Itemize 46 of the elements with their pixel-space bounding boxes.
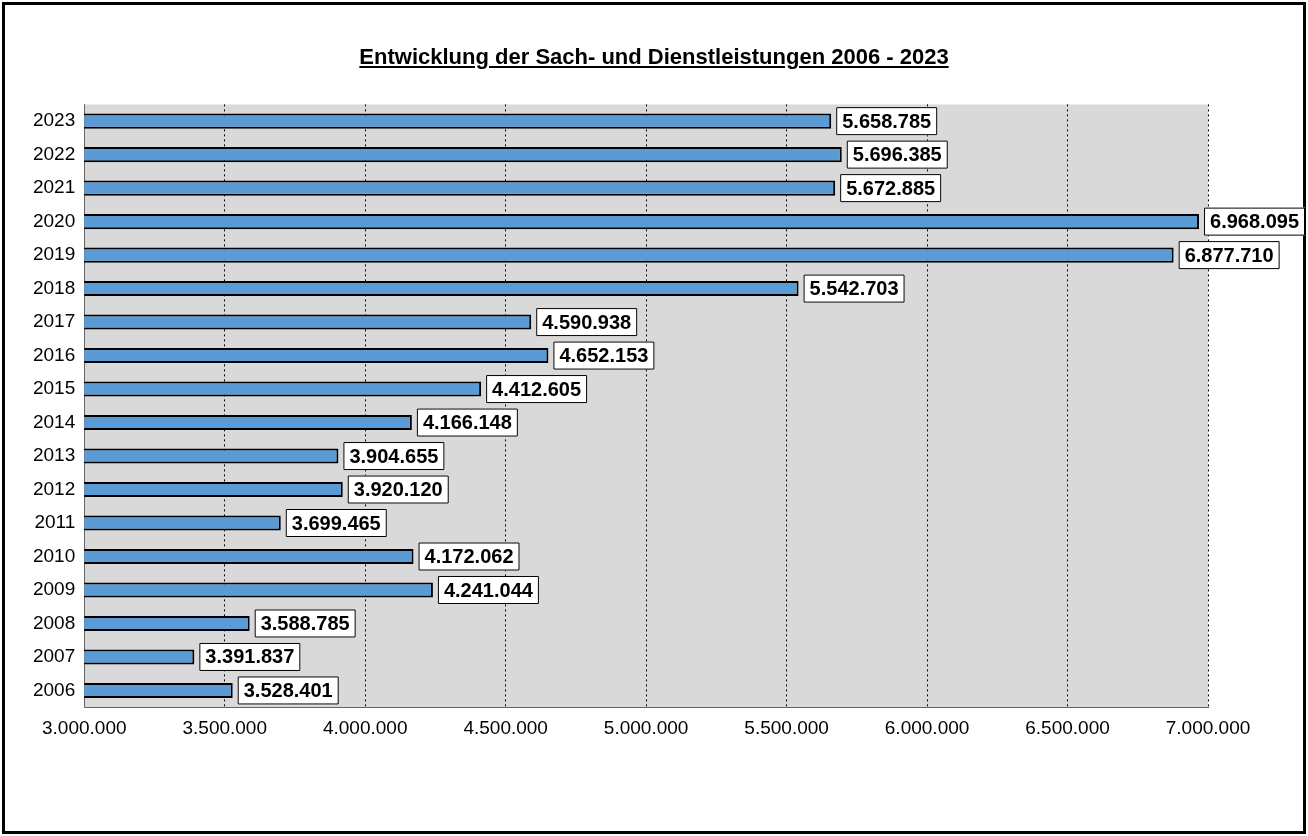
x-tick-label: 3.500.000 <box>182 716 267 738</box>
x-tick-label: 4.000.000 <box>322 716 408 738</box>
x-tick-label: 5.000.000 <box>603 716 689 738</box>
x-tick-label: 7.000.000 <box>1165 716 1251 738</box>
data-label: 3.920.120 <box>353 478 443 501</box>
data-label: 5.542.703 <box>809 277 899 300</box>
data-label: 3.904.655 <box>349 444 439 467</box>
data-label: 4.241.044 <box>443 578 534 601</box>
data-label: 5.696.385 <box>852 143 942 166</box>
y-tick-label: 2020 <box>32 209 76 231</box>
x-tick-label: 6.500.000 <box>1025 716 1110 738</box>
data-label: 6.877.710 <box>1184 243 1274 266</box>
y-tick-label: 2011 <box>34 511 76 533</box>
y-tick-label: 2014 <box>32 410 76 432</box>
y-tick-label: 2021 <box>32 176 76 198</box>
y-tick-label: 2008 <box>32 611 76 633</box>
data-label: 4.590.938 <box>542 310 632 333</box>
y-tick-label: 2022 <box>32 142 76 164</box>
y-tick-label: 2015 <box>32 377 76 399</box>
data-label: 4.652.153 <box>559 344 649 367</box>
y-tick-label: 2018 <box>32 276 76 298</box>
data-label: 6.968.095 <box>1210 210 1300 233</box>
chart-title: Entwicklung der Sach- und Dienstleistungen 2006 - 2023 <box>358 44 950 70</box>
x-tick-label: 4.500.000 <box>463 716 548 738</box>
data-label: 3.391.837 <box>205 645 295 668</box>
data-label: 3.588.785 <box>260 611 350 634</box>
y-tick-label: 2010 <box>32 544 76 566</box>
data-label: 5.672.885 <box>846 176 936 199</box>
data-label: 3.528.401 <box>243 678 333 701</box>
y-tick-label: 2017 <box>32 310 76 332</box>
y-tick-label: 2023 <box>32 109 76 131</box>
y-tick-label: 2012 <box>32 477 76 499</box>
data-label: 4.166.148 <box>422 411 512 434</box>
data-label: 3.699.465 <box>291 511 381 534</box>
y-tick-label: 2016 <box>32 343 76 365</box>
data-label: 4.172.062 <box>424 545 514 568</box>
data-label: 4.412.605 <box>492 377 582 400</box>
x-tick-label: 6.000.000 <box>884 716 970 738</box>
y-tick-label: 2009 <box>32 578 76 600</box>
x-tick-label: 5.500.000 <box>744 716 829 738</box>
x-tick-label: 3.000.000 <box>42 716 127 738</box>
data-label: 5.658.785 <box>842 109 932 132</box>
y-tick-label: 2013 <box>32 444 76 466</box>
y-tick-label: 2006 <box>32 678 76 700</box>
y-tick-label: 2019 <box>32 243 76 265</box>
y-tick-label: 2007 <box>32 645 76 667</box>
